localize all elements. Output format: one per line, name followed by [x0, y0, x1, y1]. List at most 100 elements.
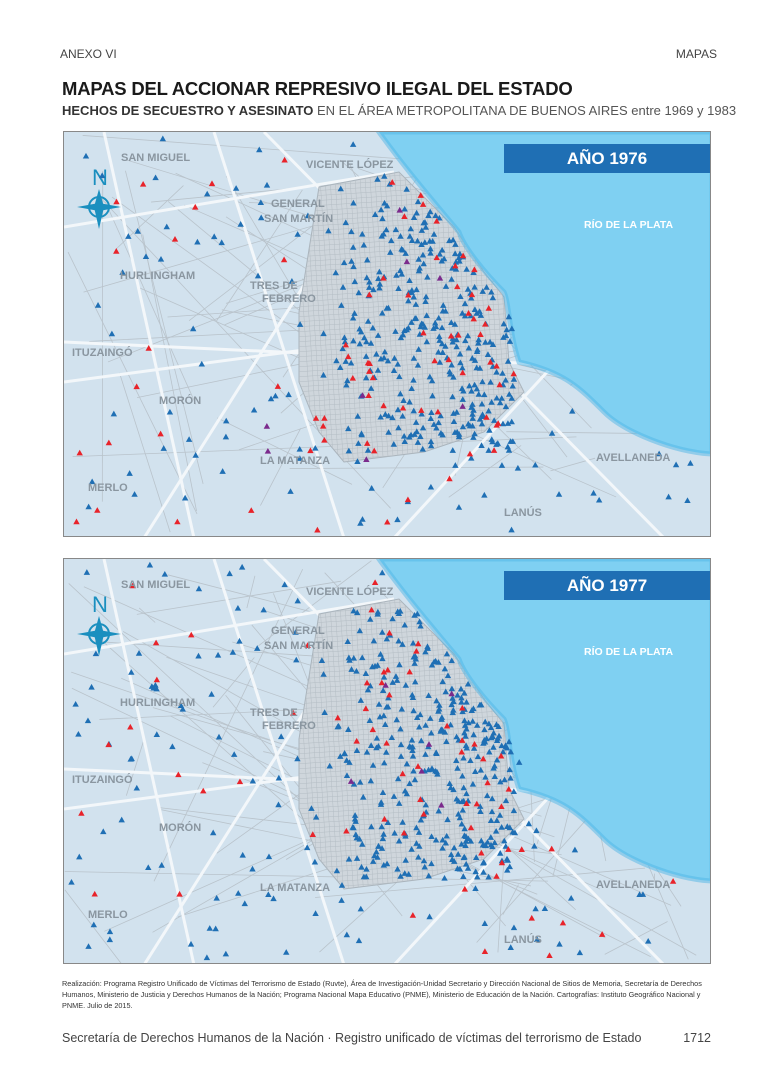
blue-marker — [352, 818, 359, 824]
road — [315, 867, 646, 898]
river-water — [379, 559, 710, 881]
blue-marker — [219, 468, 226, 474]
blue-marker — [481, 491, 488, 498]
blue-marker — [145, 864, 152, 871]
blue-marker — [475, 336, 482, 343]
blue-marker — [363, 338, 370, 345]
street — [408, 172, 430, 462]
label-tres-de: TRES DE — [250, 280, 298, 292]
red-marker — [497, 752, 505, 759]
blue-marker — [383, 635, 391, 642]
blue-marker — [375, 742, 382, 749]
blue-marker — [441, 728, 449, 735]
red-marker — [248, 507, 255, 513]
blue-marker — [486, 748, 493, 755]
red-marker — [459, 704, 466, 711]
blue-marker — [456, 257, 463, 264]
blue-marker — [320, 330, 327, 337]
markers — [73, 135, 694, 533]
blue-marker — [458, 840, 465, 847]
blue-marker — [354, 609, 361, 616]
road — [152, 834, 323, 933]
blue-marker — [210, 829, 217, 836]
blue-marker — [460, 873, 467, 879]
blue-marker — [425, 212, 432, 218]
blue-marker — [438, 246, 446, 253]
red-marker — [483, 414, 490, 420]
street — [299, 753, 524, 770]
river-shore — [375, 132, 710, 457]
blue-marker — [377, 651, 384, 657]
blue-marker — [505, 313, 513, 320]
purple-marker — [363, 456, 370, 462]
blue-marker — [166, 408, 174, 415]
blue-marker — [414, 237, 421, 244]
blue-marker — [444, 816, 451, 823]
blue-marker — [399, 819, 406, 825]
blue-marker — [436, 702, 443, 708]
blue-marker — [470, 731, 477, 738]
blue-marker — [418, 241, 425, 247]
page-subtitle: HECHOS DE SECUESTRO Y ASESINATO EN EL ÁR… — [62, 103, 736, 118]
red-marker — [133, 383, 140, 390]
blue-marker — [349, 824, 356, 830]
highway — [102, 132, 196, 536]
blue-marker — [493, 756, 501, 763]
blue-marker — [405, 297, 412, 304]
red-marker — [546, 952, 553, 959]
blue-marker — [390, 441, 397, 447]
blue-marker — [339, 345, 346, 352]
map-canvas: N — [64, 132, 710, 536]
road — [138, 607, 156, 623]
blue-marker — [430, 325, 437, 331]
blue-marker — [455, 504, 463, 510]
blue-marker — [429, 237, 436, 244]
blue-marker — [256, 146, 263, 153]
blue-marker — [351, 812, 359, 818]
blue-marker — [379, 215, 386, 222]
blue-marker — [379, 835, 387, 842]
blue-marker — [275, 801, 282, 808]
blue-marker — [485, 447, 492, 453]
blue-marker — [434, 770, 441, 777]
red-marker — [480, 755, 487, 762]
blue-marker — [366, 717, 374, 724]
red-marker — [366, 368, 373, 374]
blue-marker — [408, 846, 415, 852]
blue-marker — [428, 860, 435, 867]
red-marker — [312, 415, 320, 421]
blue-marker — [194, 238, 201, 245]
blue-marker — [270, 895, 277, 902]
blue-marker — [362, 353, 370, 359]
red-marker — [380, 668, 388, 675]
street — [313, 172, 335, 462]
blue-marker — [411, 431, 418, 437]
red-marker — [446, 475, 453, 482]
blue-marker — [254, 272, 262, 279]
blue-marker — [401, 205, 408, 212]
blue-marker — [469, 411, 476, 417]
blue-marker — [505, 447, 513, 453]
blue-marker — [377, 355, 385, 362]
blue-marker — [239, 851, 246, 858]
red-marker — [445, 356, 452, 363]
blue-marker — [357, 328, 365, 335]
label-febrero: FEBRERO — [262, 293, 316, 305]
blue-marker — [403, 326, 410, 333]
blue-marker — [493, 394, 500, 401]
street — [299, 813, 524, 830]
blue-marker — [487, 834, 495, 840]
blue-marker — [503, 744, 511, 751]
compass-needle-h — [77, 203, 121, 211]
blue-marker — [382, 721, 389, 727]
blue-marker — [443, 650, 451, 657]
blue-marker — [413, 840, 420, 846]
blue-marker — [471, 381, 478, 388]
street — [299, 321, 524, 338]
blue-marker — [428, 661, 436, 668]
blue-marker — [126, 470, 133, 476]
blue-marker — [326, 762, 333, 769]
blue-marker — [502, 376, 509, 383]
red-marker — [498, 859, 506, 866]
blue-marker — [482, 339, 489, 345]
